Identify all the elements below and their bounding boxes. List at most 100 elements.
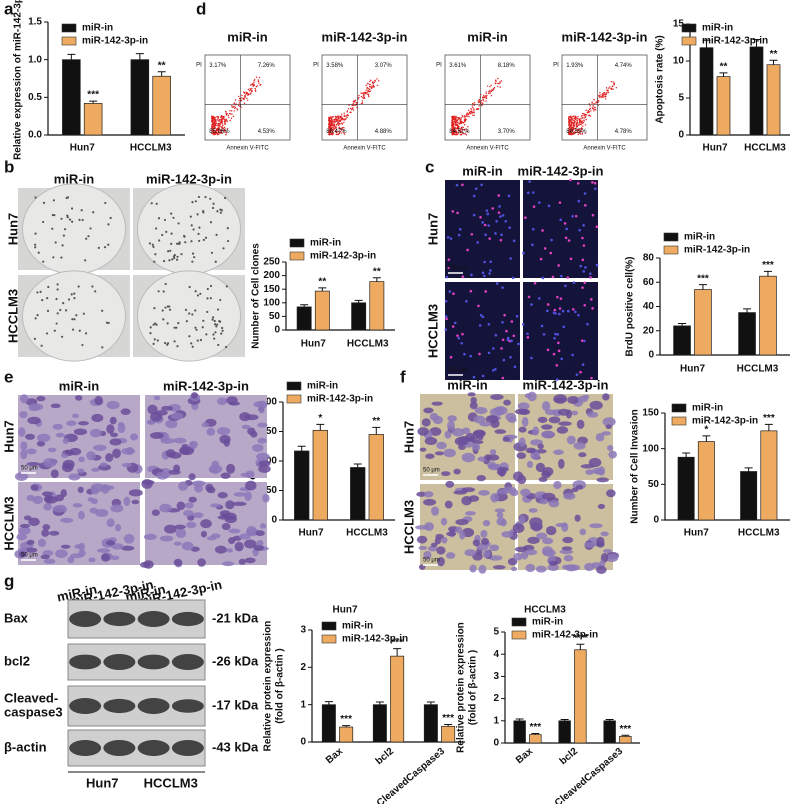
colony	[104, 201, 107, 205]
flow-event	[578, 123, 580, 125]
nucleus	[497, 194, 501, 197]
flow-event	[247, 88, 250, 91]
cell	[36, 395, 46, 402]
flow-event	[332, 124, 335, 126]
nucleus	[513, 365, 517, 369]
flow-event	[370, 79, 372, 81]
cell	[561, 546, 573, 551]
flow-event	[218, 133, 220, 135]
cell	[562, 536, 574, 544]
colony	[220, 332, 223, 335]
row-label: HCCLM3	[425, 304, 440, 358]
flow-event	[338, 115, 340, 117]
colony	[71, 318, 74, 321]
y-axis-label: (fold of β-actin )	[468, 650, 479, 726]
cell	[244, 557, 256, 564]
cell	[440, 517, 448, 526]
flow-event	[473, 114, 475, 116]
colony	[149, 326, 152, 329]
flow-event	[460, 127, 463, 129]
nucleus	[591, 213, 595, 217]
colony	[34, 196, 37, 199]
nucleus	[593, 187, 597, 191]
flow-event	[239, 105, 241, 108]
flow-event	[251, 83, 254, 85]
colony	[178, 241, 181, 244]
cell	[238, 533, 251, 540]
flow-event	[582, 125, 584, 127]
flow-event	[350, 111, 352, 114]
cell	[482, 549, 491, 559]
cell	[493, 406, 505, 414]
y-tick-label: 10	[673, 56, 685, 67]
flow-event	[599, 96, 601, 99]
nucleus	[494, 333, 498, 337]
colony	[155, 227, 158, 230]
y-axis-label: (fold of β-actin )	[275, 648, 286, 724]
cell	[211, 460, 220, 469]
flow-event	[570, 119, 572, 121]
flow-event	[248, 89, 251, 92]
cell	[424, 437, 438, 445]
y-tick-label: 0.5	[28, 92, 42, 103]
cell	[105, 540, 116, 546]
cell	[216, 427, 231, 436]
flow-event	[243, 92, 246, 94]
nucleus	[445, 317, 448, 321]
error-bar	[515, 718, 524, 721]
nucleus	[546, 309, 549, 313]
colony	[163, 218, 167, 222]
colony	[191, 260, 194, 263]
flow-event	[333, 121, 335, 123]
x-tick-label: HCCLM3	[130, 143, 172, 154]
cell	[578, 452, 587, 458]
flow-event	[214, 120, 217, 122]
flow-event	[228, 116, 230, 118]
colony	[169, 249, 172, 252]
colony	[63, 228, 67, 231]
colony	[211, 206, 215, 210]
cell	[112, 448, 121, 459]
nucleus	[465, 300, 468, 303]
micrograph	[523, 282, 598, 380]
flow-event	[328, 133, 330, 136]
nucleus	[521, 323, 525, 326]
nucleus	[487, 322, 491, 326]
y-tick-label: 0	[653, 515, 659, 526]
protein-label: caspase3	[4, 704, 63, 719]
flow-event	[245, 91, 248, 94]
flow-event	[224, 131, 226, 133]
flow-event	[221, 132, 223, 135]
flow-event	[216, 119, 219, 121]
flow-event	[223, 123, 226, 125]
flow-event	[211, 126, 213, 128]
flow-event	[238, 100, 240, 102]
flow-event	[347, 114, 349, 116]
flow-event	[467, 113, 470, 115]
micrograph	[523, 180, 598, 278]
flow-event	[460, 117, 462, 119]
flow-event	[338, 132, 341, 135]
flow-event	[568, 123, 570, 125]
flow-event	[332, 126, 334, 128]
error-bar	[678, 322, 687, 326]
significance: ***	[530, 722, 542, 733]
x-tick-label: Bax	[514, 746, 535, 767]
colony	[158, 239, 161, 242]
nucleus	[494, 232, 497, 235]
cell	[464, 549, 477, 557]
flow-event	[341, 128, 343, 131]
nucleus	[488, 272, 491, 275]
flow-event	[586, 114, 588, 116]
cell	[541, 430, 555, 438]
nucleus	[560, 274, 563, 278]
colony	[87, 235, 90, 238]
colony	[37, 251, 40, 254]
cell	[474, 406, 488, 415]
flow-event	[452, 134, 454, 136]
cell	[473, 415, 486, 424]
cell	[441, 536, 448, 544]
cell	[596, 565, 607, 574]
colony	[103, 246, 107, 249]
y-axis-label: Number of Cell clones	[251, 243, 262, 349]
